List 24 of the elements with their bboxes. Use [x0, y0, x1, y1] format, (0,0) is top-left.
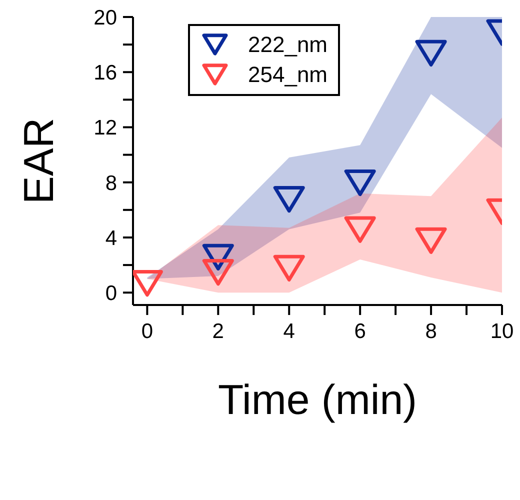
x-axis-title: Time (min) — [218, 376, 418, 423]
legend-label: 254_nm — [248, 62, 328, 88]
x-tick-label: 0 — [141, 320, 154, 343]
x-tick-label: 10 — [490, 320, 514, 343]
x-tick-label: 4 — [283, 320, 296, 343]
y-tick-label: 4 — [105, 226, 118, 250]
x-tick-label: 2 — [212, 320, 224, 343]
point — [344, 169, 376, 196]
y-tick-label: 12 — [94, 116, 117, 140]
point — [202, 259, 234, 286]
y-tick-label: 0 — [105, 282, 117, 306]
x-tick-label: 8 — [425, 320, 437, 343]
point — [273, 254, 305, 282]
y-tick-label: 20 — [94, 6, 117, 30]
legend-label: 222_nm — [248, 32, 328, 58]
point — [344, 216, 376, 243]
y-tick-label: 8 — [105, 172, 117, 195]
point — [202, 244, 234, 270]
x-tick-label: 6 — [354, 320, 366, 343]
y-tick-label: 16 — [94, 62, 117, 85]
y-axis-title: EAR — [14, 118, 62, 204]
point — [415, 227, 447, 254]
point — [273, 186, 305, 213]
point — [415, 40, 447, 67]
